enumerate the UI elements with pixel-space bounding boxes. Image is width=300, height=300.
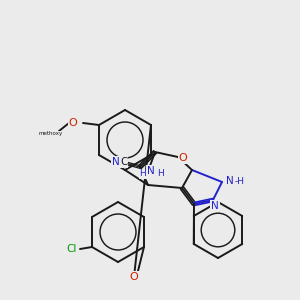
Text: H: H: [140, 169, 146, 178]
Text: Cl: Cl: [67, 244, 77, 254]
Text: O: O: [178, 153, 188, 163]
Text: H: H: [157, 169, 164, 178]
Text: O: O: [69, 118, 77, 128]
Text: methoxy: methoxy: [39, 131, 63, 136]
Text: O: O: [130, 272, 138, 282]
Text: N: N: [211, 201, 219, 211]
Text: N: N: [112, 157, 120, 167]
Text: C: C: [120, 157, 127, 167]
Text: N: N: [226, 176, 234, 186]
Text: N: N: [147, 166, 155, 176]
Text: -H: -H: [235, 176, 245, 185]
